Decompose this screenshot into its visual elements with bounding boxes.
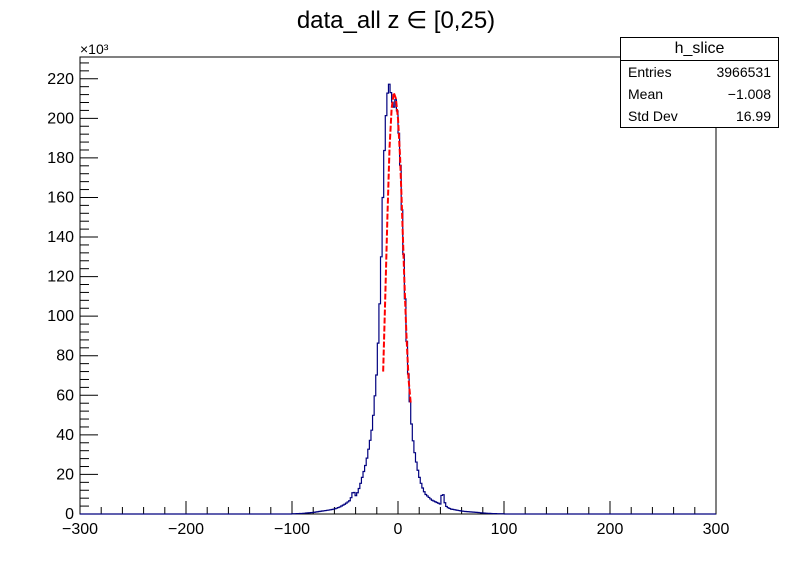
stats-label: Std Dev bbox=[628, 108, 678, 124]
x-tick-label: 0 bbox=[394, 521, 403, 538]
y-tick-label: 0 bbox=[65, 506, 74, 523]
y-tick-label: 220 bbox=[47, 71, 74, 88]
chart-title: data_all z ∈ [0,25) bbox=[297, 7, 495, 34]
stats-row-mean: Mean −1.008 bbox=[621, 83, 778, 105]
x-tick-label: −300 bbox=[62, 521, 98, 538]
y-tick-label: 40 bbox=[56, 427, 74, 444]
fit-line bbox=[382, 92, 412, 404]
stats-title: h_slice bbox=[621, 38, 778, 61]
y-tick-label: 160 bbox=[47, 189, 74, 206]
stats-value: −1.008 bbox=[727, 86, 771, 102]
y-tick-label: 200 bbox=[47, 110, 74, 127]
y-tick-labels: 0 20 40 60 80 100 120 140 160 180 200 220 bbox=[47, 71, 74, 523]
y-tick-label: 180 bbox=[47, 150, 74, 167]
histogram bbox=[80, 83, 716, 515]
fit-curve bbox=[382, 92, 412, 404]
stats-label: Entries bbox=[628, 64, 672, 80]
histogram-line bbox=[80, 83, 716, 515]
y-tick-label: 20 bbox=[56, 466, 74, 483]
stats-value: 16.99 bbox=[735, 108, 771, 124]
stats-value: 3966531 bbox=[716, 64, 771, 80]
y-tick-label: 120 bbox=[47, 269, 74, 286]
x-tick-labels: −300 −200 −100 0 100 200 300 bbox=[62, 521, 729, 538]
x-tick-label: 200 bbox=[597, 521, 624, 538]
x-tick-label: 300 bbox=[703, 521, 730, 538]
stats-row-stddev: Std Dev 16.99 bbox=[621, 105, 778, 127]
y-tick-label: 60 bbox=[56, 387, 74, 404]
stats-row-entries: Entries 3966531 bbox=[621, 61, 778, 83]
x-tick-label: −200 bbox=[168, 521, 204, 538]
y-tick-label: 100 bbox=[47, 308, 74, 325]
x-tick-label: −100 bbox=[274, 521, 310, 538]
y-tick-label: 80 bbox=[56, 348, 74, 365]
y-multiplier: ×10³ bbox=[80, 41, 109, 57]
stats-box: h_slice Entries 3966531 Mean −1.008 Std … bbox=[620, 37, 779, 128]
y-tick-label: 140 bbox=[47, 229, 74, 246]
x-tick-label: 100 bbox=[491, 521, 518, 538]
stats-label: Mean bbox=[628, 86, 664, 102]
